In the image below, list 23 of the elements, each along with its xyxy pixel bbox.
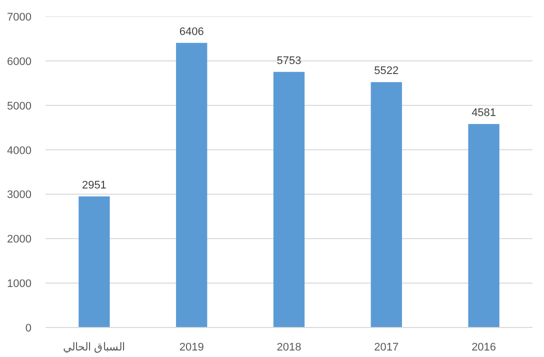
y-tick-label: 7000: [7, 12, 32, 24]
x-tick-label: 2017: [374, 342, 399, 354]
bar: [370, 82, 402, 328]
y-tick-label: 3000: [7, 189, 32, 202]
bar: [78, 196, 110, 328]
data-label: 5753: [276, 54, 302, 67]
bar: [468, 124, 500, 328]
x-tick-label: 2018: [276, 342, 302, 354]
data-label: 5522: [374, 65, 399, 78]
data-label: 6406: [179, 26, 204, 38]
y-tick-label: 1000: [7, 278, 32, 290]
y-tick-label: 4000: [7, 144, 32, 157]
y-tick-label: 5000: [7, 100, 32, 112]
x-tick-label: 2016: [472, 342, 496, 354]
x-tick-label: السباق الحالي: [63, 342, 126, 354]
y-tick-label: 2000: [7, 234, 32, 246]
bar: [273, 72, 305, 328]
y-tick-label: 6000: [7, 56, 32, 68]
data-label: 4581: [472, 106, 496, 119]
bar: [176, 42, 208, 328]
x-tick-label: 2019: [179, 342, 204, 354]
data-label: 2951: [82, 179, 106, 192]
y-tick-label: 0: [25, 322, 32, 334]
